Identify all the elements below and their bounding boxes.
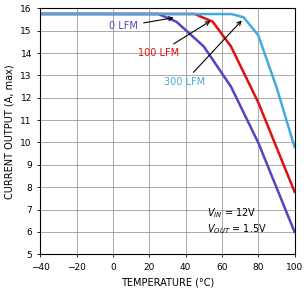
Text: 100 LFM: 100 LFM: [138, 22, 209, 58]
Text: 0 LFM: 0 LFM: [109, 17, 172, 31]
Text: 300 LFM: 300 LFM: [164, 21, 241, 87]
Text: $V_{IN}$ = 12V
$V_{OUT}$ = 1.5V: $V_{IN}$ = 12V $V_{OUT}$ = 1.5V: [207, 206, 267, 236]
X-axis label: TEMPERATURE (°C): TEMPERATURE (°C): [121, 277, 214, 287]
Y-axis label: CURRENT OUTPUT (A, max): CURRENT OUTPUT (A, max): [5, 64, 15, 199]
